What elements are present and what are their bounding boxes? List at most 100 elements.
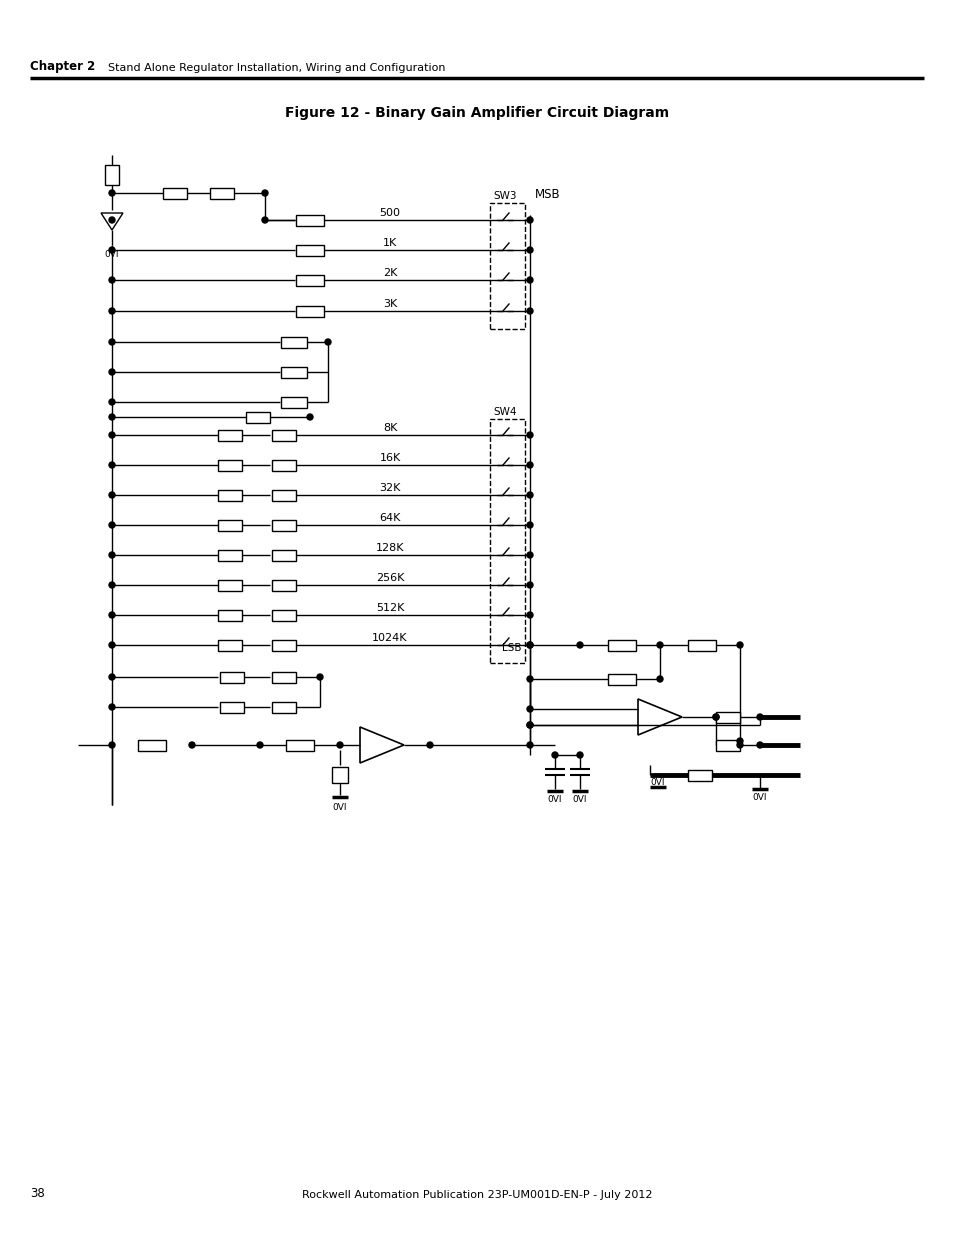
- Bar: [272, 430, 295, 441]
- Bar: [220, 672, 244, 683]
- Bar: [218, 459, 242, 471]
- Text: 128K: 128K: [375, 543, 404, 553]
- Bar: [332, 767, 348, 783]
- Text: SW4: SW4: [493, 408, 516, 417]
- Bar: [281, 396, 307, 408]
- Bar: [218, 610, 242, 620]
- Circle shape: [109, 642, 115, 648]
- Bar: [272, 640, 295, 651]
- Text: LSB: LSB: [501, 643, 521, 653]
- Text: 0VI: 0VI: [572, 795, 587, 804]
- Bar: [272, 701, 295, 713]
- Circle shape: [526, 462, 533, 468]
- Bar: [218, 579, 242, 590]
- Text: MSB: MSB: [535, 188, 560, 201]
- Circle shape: [109, 217, 115, 224]
- Circle shape: [109, 277, 115, 283]
- Text: 0VI: 0VI: [105, 249, 119, 259]
- Circle shape: [427, 742, 433, 748]
- Text: 2K: 2K: [382, 268, 396, 278]
- Circle shape: [109, 338, 115, 345]
- Bar: [490, 203, 524, 329]
- Bar: [220, 701, 244, 713]
- Bar: [218, 550, 242, 561]
- Circle shape: [526, 522, 533, 529]
- Bar: [295, 245, 324, 256]
- Text: Figure 12 - Binary Gain Amplifier Circuit Diagram: Figure 12 - Binary Gain Amplifier Circui…: [285, 106, 668, 120]
- Text: 1024K: 1024K: [372, 634, 407, 643]
- Bar: [687, 769, 711, 781]
- Circle shape: [307, 414, 313, 420]
- Circle shape: [737, 739, 742, 743]
- Bar: [272, 672, 295, 683]
- Circle shape: [109, 190, 115, 196]
- Bar: [272, 489, 295, 500]
- Circle shape: [109, 308, 115, 314]
- Text: 32K: 32K: [379, 483, 400, 493]
- Circle shape: [577, 642, 582, 648]
- Bar: [295, 305, 324, 316]
- Circle shape: [526, 706, 533, 713]
- Text: Stand Alone Regulator Installation, Wiring and Configuration: Stand Alone Regulator Installation, Wiri…: [108, 63, 445, 73]
- Circle shape: [526, 582, 533, 588]
- Bar: [272, 610, 295, 620]
- Circle shape: [712, 714, 719, 720]
- Circle shape: [109, 414, 115, 420]
- Circle shape: [757, 742, 762, 748]
- Circle shape: [526, 552, 533, 558]
- Text: 3K: 3K: [382, 299, 396, 309]
- Circle shape: [109, 369, 115, 375]
- Circle shape: [526, 308, 533, 314]
- Circle shape: [189, 742, 194, 748]
- Bar: [286, 740, 314, 751]
- Circle shape: [526, 676, 533, 682]
- Circle shape: [526, 722, 533, 727]
- Text: SW3: SW3: [493, 191, 516, 201]
- Circle shape: [526, 277, 533, 283]
- Text: 500: 500: [379, 207, 400, 219]
- Bar: [218, 640, 242, 651]
- Bar: [607, 640, 636, 651]
- Bar: [607, 673, 636, 684]
- Text: 256K: 256K: [375, 573, 404, 583]
- Text: 8K: 8K: [382, 424, 396, 433]
- Circle shape: [109, 399, 115, 405]
- Bar: [687, 640, 716, 651]
- Circle shape: [316, 674, 323, 680]
- Text: 0VI: 0VI: [752, 793, 766, 802]
- Bar: [218, 430, 242, 441]
- Circle shape: [757, 714, 762, 720]
- Bar: [490, 419, 524, 663]
- Circle shape: [526, 722, 533, 727]
- Bar: [272, 459, 295, 471]
- Text: Chapter 2: Chapter 2: [30, 61, 95, 73]
- Circle shape: [262, 190, 268, 196]
- Circle shape: [109, 704, 115, 710]
- Circle shape: [256, 742, 263, 748]
- Bar: [210, 188, 233, 199]
- Circle shape: [109, 674, 115, 680]
- Circle shape: [109, 522, 115, 529]
- Circle shape: [325, 338, 331, 345]
- Bar: [138, 740, 166, 751]
- Circle shape: [109, 432, 115, 438]
- Bar: [281, 367, 307, 378]
- Circle shape: [526, 432, 533, 438]
- Bar: [163, 188, 187, 199]
- Bar: [272, 550, 295, 561]
- Text: 512K: 512K: [375, 603, 404, 613]
- Bar: [272, 579, 295, 590]
- Text: 0VI: 0VI: [547, 795, 561, 804]
- Circle shape: [552, 752, 558, 758]
- Bar: [716, 740, 740, 751]
- Circle shape: [109, 552, 115, 558]
- Circle shape: [526, 247, 533, 253]
- Circle shape: [526, 642, 533, 648]
- Text: 0VI: 0VI: [333, 803, 347, 811]
- Circle shape: [109, 462, 115, 468]
- Circle shape: [526, 492, 533, 498]
- Circle shape: [712, 714, 719, 720]
- Circle shape: [526, 217, 533, 224]
- Circle shape: [336, 742, 343, 748]
- Circle shape: [262, 217, 268, 224]
